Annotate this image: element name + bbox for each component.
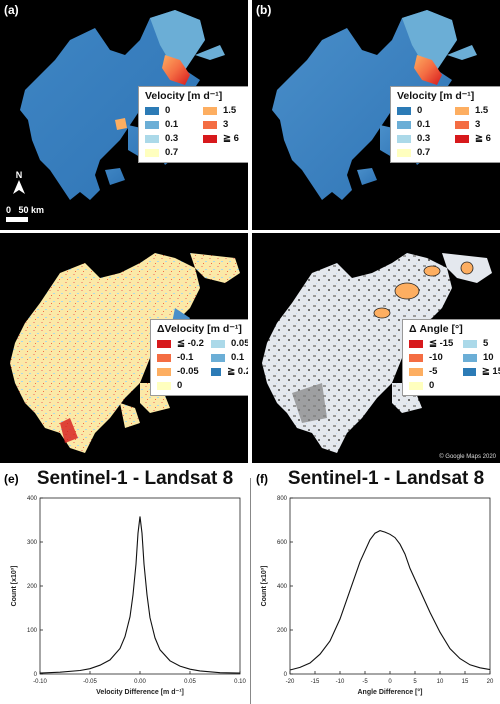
scale-start-label: 0 [6,205,12,215]
copyright-notice: © Google Maps 2020 [439,454,496,460]
panel-label-a: (a) [4,3,19,17]
map-panel-a: (a) N 0 50 km Velocity [m d⁻¹] 0 1.5 0.1… [0,0,248,230]
panel-label-b: (b) [256,3,272,17]
panel-label-d: (d) [256,236,272,250]
legend-item: 0 [145,105,203,116]
y-tick-label: 0 [284,672,288,678]
map-panel-c: (c) ΔVelocity [m d⁻¹] ≦ -0.2 0.05 -0.1 0… [0,233,248,463]
legend-item: 10 [463,352,500,363]
y-axis-label: Count [x10³] [11,566,18,607]
x-tick-label: -0.10 [33,679,47,685]
legend-item: 0 [157,380,211,391]
north-arrow-icon [13,180,25,194]
scale-bar-graphic [6,217,28,222]
legend-item: 0.05 [211,338,248,349]
y-tick-label: 200 [27,584,38,590]
legend-item: 0.3 [397,133,455,144]
legend-title: ΔVelocity [m d⁻¹] [157,323,242,335]
legend-item: -5 [409,366,463,377]
y-tick-label: 100 [27,628,38,634]
legend-item: ≦ -15 [409,338,463,349]
y-tick-label: 400 [27,496,38,502]
series-line [39,516,241,674]
legend-item: 0 [409,380,463,391]
map-panel-b: (b) Velocity [m d⁻¹] 0 1.5 0.1 3 0.3 ≧ 6… [252,0,500,230]
legend-item: -0.1 [157,352,211,363]
plot-frame [289,497,491,675]
chart-divider [250,478,251,704]
panel-label-e: (e) [4,472,19,486]
dangle-legend: Δ Angle [°] ≦ -15 5 -10 10 -5 ≧ 15 0 [402,319,500,396]
y-tick-label: 300 [27,540,38,546]
legend-item: ≧ 15 [463,366,500,377]
series-line [289,530,491,671]
legend-item: 0.1 [211,352,248,363]
legend-item: 3 [203,119,248,130]
legend-title: Velocity [m d⁻¹] [397,90,475,102]
panel-label-c: (c) [4,236,19,250]
legend-item: 1.5 [203,105,248,116]
x-axis-label: Angle Difference [°] [357,688,422,696]
x-tick-label: 0.00 [134,679,146,685]
legend-title: Δ Angle [°] [409,323,463,335]
scale-bar: 0 50 km [6,205,44,222]
x-tick-label: -5 [362,679,368,685]
y-tick-label: 800 [277,496,288,502]
x-tick-label: 10 [437,679,444,685]
north-label: N [15,170,23,180]
x-tick-label: -10 [336,679,345,685]
y-tick-label: 400 [277,584,288,590]
velocity-legend-a: Velocity [m d⁻¹] 0 1.5 0.1 3 0.3 ≧ 6 0.7 [138,86,248,163]
velocity-legend-b: Velocity [m d⁻¹] 0 1.5 0.1 3 0.3 ≧ 6 0.7 [390,86,500,163]
dvelocity-legend: ΔVelocity [m d⁻¹] ≦ -0.2 0.05 -0.1 0.1 -… [150,319,248,396]
legend-item: 3 [455,119,500,130]
y-tick-label: 600 [277,540,288,546]
y-tick-label: 200 [277,628,288,634]
legend-item: 0.7 [145,147,203,158]
chart-panel-e: (e) Sentinel-1 - Landsat 8 -0.10 -0.05 0.0… [0,466,250,704]
chart-title-e: Sentinel-1 - Landsat 8 [36,468,234,489]
y-axis-label: Count [x10³] [261,566,268,607]
x-tick-label: -20 [286,679,295,685]
legend-item: 5 [463,338,500,349]
legend-item: -0.05 [157,366,211,377]
svalbard-velocity-difference-map [10,253,240,453]
x-tick-label: 5 [413,679,417,685]
histogram-velocity-difference: -0.10 -0.05 0.00 0.05 0.10 0 100 200 300 400 Veloc… [11,496,246,696]
legend-item: ≧ 0.2 [211,366,248,377]
panel-label-f: (f) [256,472,268,486]
x-tick-label: 0 [388,679,392,685]
x-axis-label: Velocity Difference [m d⁻¹] [96,689,184,696]
chart-panel-f: (f) Sentinel-1 - Landsat 8 -20 -15 -10 -5 0 5… [252,466,500,704]
x-tick-label: -0.05 [83,679,97,685]
legend-item: 0.1 [397,119,455,130]
legend-item: -10 [409,352,463,363]
legend-item: 0.3 [145,133,203,144]
map-panel-d: (d) Δ Angle [°] ≦ -15 5 -10 10 -5 ≧ 15 0… [252,233,500,463]
north-arrow: N [12,170,26,196]
scale-km-label: 50 km [18,205,45,215]
legend-item: ≧ 6 [455,133,500,144]
x-tick-label: 20 [487,679,494,685]
x-tick-label: -15 [311,679,320,685]
x-tick-label: 0.05 [184,679,196,685]
x-tick-label: 15 [462,679,469,685]
legend-item: ≦ -0.2 [157,338,211,349]
chart-title-f: Sentinel-1 - Landsat 8 [287,468,485,489]
legend-item: 0 [397,105,455,116]
legend-item: ≧ 6 [203,133,248,144]
legend-item: 1.5 [455,105,500,116]
plot-frame [39,497,241,675]
legend-title: Velocity [m d⁻¹] [145,90,223,102]
legend-item: 0.7 [397,147,455,158]
y-tick-label: 0 [34,672,38,678]
x-tick-label: 0.10 [234,679,246,685]
svalbard-angle-difference-map [262,253,492,453]
legend-item: 0.1 [145,119,203,130]
